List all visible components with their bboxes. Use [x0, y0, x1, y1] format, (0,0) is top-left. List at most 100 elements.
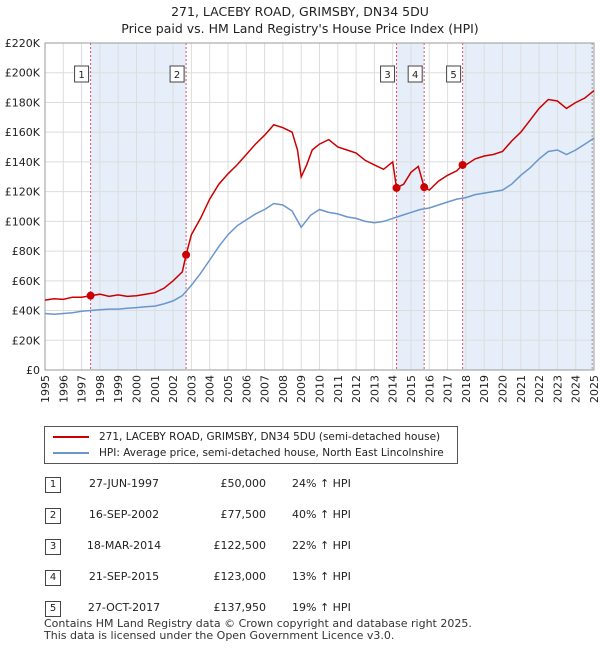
chart-title-line1: 271, LACEBY ROAD, GRIMSBY, DN34 5DU: [171, 4, 429, 19]
x-tick-label: 1999: [112, 375, 125, 403]
x-tick-label: 2012: [350, 375, 363, 403]
y-tick-label: £80K: [12, 245, 41, 258]
x-tick-label: 2009: [295, 375, 308, 403]
shaded-period: [462, 43, 594, 370]
sale-number-box: [407, 65, 423, 83]
x-tick-label: 2022: [533, 375, 546, 403]
x-tick-label: 2004: [204, 375, 217, 403]
x-tick-label: 1997: [76, 375, 89, 403]
y-tick-label: £120K: [5, 186, 41, 199]
sale-point: [86, 291, 95, 300]
x-tick-label: 2010: [314, 375, 327, 403]
plot-area: [44, 42, 595, 371]
y-tick-label: £40K: [12, 305, 41, 318]
x-tick-label: 2006: [240, 375, 253, 403]
transaction-number: 3: [45, 539, 61, 555]
table-row: 4 21-SEP-2015 £123,000 13% ↑ HPI: [44, 567, 444, 587]
table-row: 1 27-JUN-1997 £50,000 24% ↑ HPI: [44, 474, 444, 494]
sale-number-box: [446, 65, 462, 83]
x-tick-label: 2002: [167, 375, 180, 403]
transaction-number: 1: [45, 477, 61, 493]
x-tick-label: 2003: [185, 375, 198, 403]
sale-number-box: [169, 65, 185, 83]
chart-title-line2: Price paid vs. HM Land Registry's House …: [121, 21, 479, 36]
legend-item-property: 271, LACEBY ROAD, GRIMSBY, DN34 5DU (sem…: [53, 429, 440, 445]
x-tick-label: 2007: [259, 375, 272, 403]
x-tick-label: 2014: [387, 375, 400, 403]
y-tick-label: £0: [26, 364, 40, 377]
shaded-period: [396, 43, 425, 370]
chart-title: 271, LACEBY ROAD, GRIMSBY, DN34 5DU Pric…: [0, 3, 600, 37]
transaction-hpi: 13% ↑ HPI: [292, 570, 351, 583]
legend-swatch-hpi: [53, 452, 89, 454]
sale-number-label: 4: [412, 70, 418, 81]
transaction-price: £50,000: [220, 477, 267, 490]
footer: Contains HM Land Registry data © Crown c…: [44, 618, 472, 642]
transaction-date: 18-MAR-2014: [86, 539, 162, 552]
legend-item-hpi: HPI: Average price, semi-detached house,…: [53, 445, 444, 461]
transaction-hpi: 19% ↑ HPI: [292, 601, 351, 614]
y-tick-label: £220K: [5, 37, 41, 50]
x-tick-label: 2001: [149, 375, 162, 403]
x-tick-label: 2016: [423, 375, 436, 403]
y-tick-label: £20K: [12, 334, 41, 347]
sale-number-box: [74, 65, 90, 83]
transaction-number: 5: [45, 601, 61, 617]
x-tick-label: 2015: [405, 375, 418, 403]
transaction-price: £123,000: [213, 570, 267, 583]
x-tick-label: 2017: [442, 375, 455, 403]
transaction-date: 27-JUN-1997: [88, 477, 160, 490]
x-tick-label: 2008: [277, 375, 290, 403]
transaction-price: £137,950: [213, 601, 267, 614]
transaction-hpi: 24% ↑ HPI: [292, 477, 351, 490]
legend-label-hpi: HPI: Average price, semi-detached house,…: [99, 447, 444, 459]
sale-point: [420, 183, 429, 192]
sale-number-label: 5: [450, 70, 456, 81]
hpi-series-line: [44, 137, 595, 316]
x-tick-label: 1995: [39, 375, 52, 403]
x-tick-label: 2025: [588, 375, 600, 403]
sale-number-label: 1: [78, 70, 84, 81]
transaction-number: 2: [45, 508, 61, 524]
x-tick-label: 2019: [478, 375, 491, 403]
x-tick-label: 2021: [515, 375, 528, 403]
legend-swatch-property: [53, 436, 89, 438]
footer-licence: This data is licensed under the Open Gov…: [44, 629, 395, 642]
table-row: 3 18-MAR-2014 £122,500 22% ↑ HPI: [44, 536, 444, 556]
sale-point: [392, 183, 401, 192]
y-tick-label: £140K: [5, 156, 41, 169]
x-tick-label: 2024: [570, 375, 583, 403]
legend: 271, LACEBY ROAD, GRIMSBY, DN34 5DU (sem…: [44, 426, 458, 464]
transaction-hpi: 40% ↑ HPI: [292, 508, 351, 521]
sale-point: [182, 250, 191, 259]
legend-label-property: 271, LACEBY ROAD, GRIMSBY, DN34 5DU (sem…: [99, 431, 441, 443]
table-row: 5 27-OCT-2017 £137,950 19% ↑ HPI: [44, 598, 444, 618]
transaction-price: £77,500: [220, 508, 267, 521]
transaction-hpi: 22% ↑ HPI: [292, 539, 351, 552]
sale-number-box: [380, 65, 396, 83]
shaded-period: [90, 43, 187, 370]
y-tick-label: £60K: [12, 275, 41, 288]
sale-number-label: 2: [174, 70, 180, 81]
x-tick-label: 2013: [368, 375, 381, 403]
x-tick-label: 2020: [497, 375, 510, 403]
x-tick-label: 2023: [551, 375, 564, 403]
property-series-line: [44, 90, 595, 301]
x-tick-label: 2011: [332, 375, 345, 403]
footer-copyright: Contains HM Land Registry data © Crown c…: [44, 617, 472, 630]
transaction-date: 16-SEP-2002: [88, 508, 160, 521]
x-tick-label: 1998: [94, 375, 107, 403]
transaction-date: 21-SEP-2015: [88, 570, 160, 583]
x-tick-label: 2005: [222, 375, 235, 403]
sale-number-label: 3: [384, 70, 390, 81]
x-tick-label: 2018: [460, 375, 473, 403]
x-tick-label: 2000: [131, 375, 144, 403]
y-tick-label: £180K: [5, 96, 41, 109]
transaction-price: £122,500: [213, 539, 267, 552]
x-tick-label: 1996: [57, 375, 70, 403]
table-row: 2 16-SEP-2002 £77,500 40% ↑ HPI: [44, 505, 444, 525]
y-tick-label: £100K: [5, 215, 41, 228]
sale-point: [458, 160, 467, 169]
transaction-number: 4: [45, 570, 61, 586]
price-chart: £0 £20K £40K £60K £80K £100K £120K £140K £160K £1…: [5, 37, 600, 403]
